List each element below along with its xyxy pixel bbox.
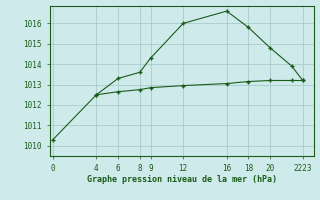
X-axis label: Graphe pression niveau de la mer (hPa): Graphe pression niveau de la mer (hPa) xyxy=(87,175,276,184)
